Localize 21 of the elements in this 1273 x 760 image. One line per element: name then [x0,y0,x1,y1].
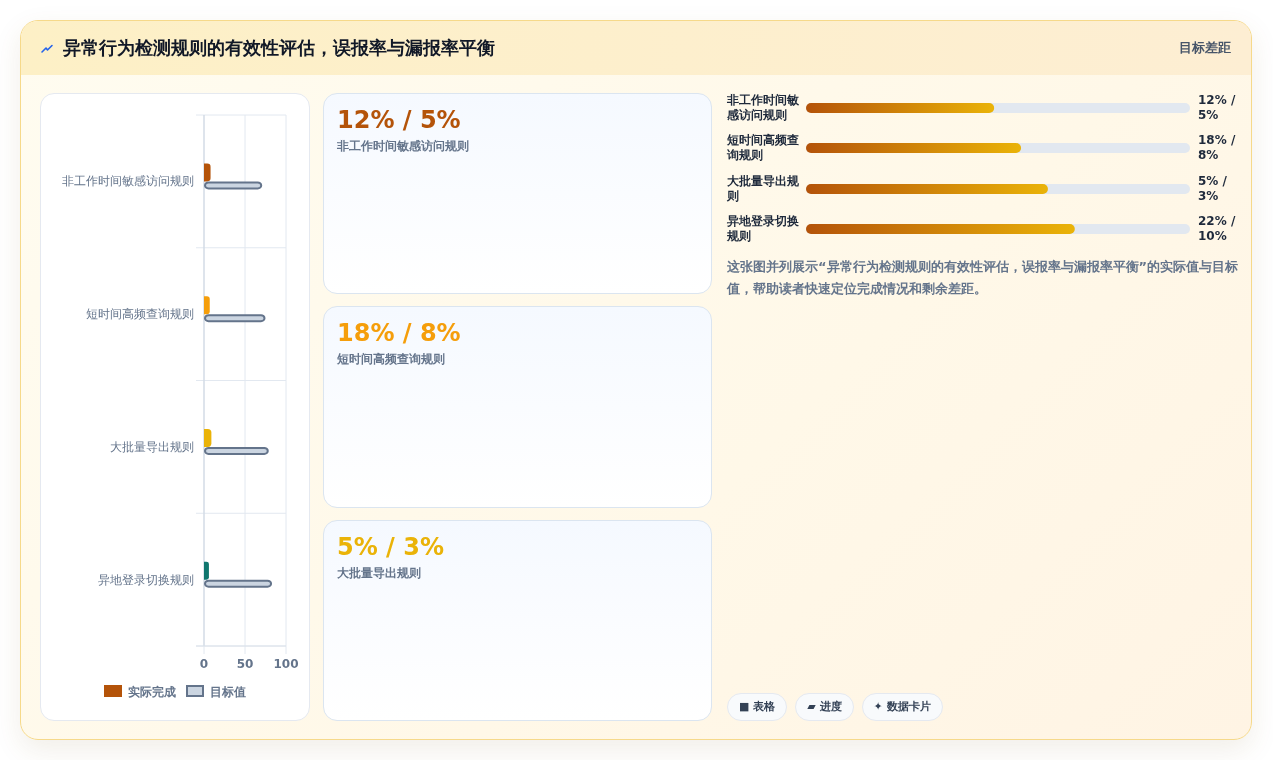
x-tick-label: 0 [199,657,209,671]
y-tick-label: 异地登录切换规则 [98,572,194,587]
x-tick-label: 100 [273,657,299,671]
text: 5% / 3% [337,532,444,561]
bar [204,163,211,182]
legend-label: 实际完成 [128,684,176,699]
y-tick-label: 大批量导出规则 [110,439,194,454]
category-label: 大批量导出规则 [337,564,421,581]
text: 目标差距 [1179,39,1231,57]
text: 异常行为检测规则的有效性评估，误报率与漏报率平衡 [63,36,495,60]
bar [204,296,210,315]
bar [204,561,209,580]
text: 12% / 5% [337,106,461,134]
category-label: 非工作时间敏感访问规则 [337,138,469,154]
category-label: 短时间高频查询规则 [337,351,445,368]
legend-label: 目标值 [210,684,246,699]
bar [204,428,212,447]
text: 18% / 8% [337,319,461,348]
y-tick-label: 非工作时间敏感访问规则 [62,174,194,189]
x-tick-label: 50 [236,657,254,671]
y-tick-label: 短时间高频查询规则 [86,307,194,322]
